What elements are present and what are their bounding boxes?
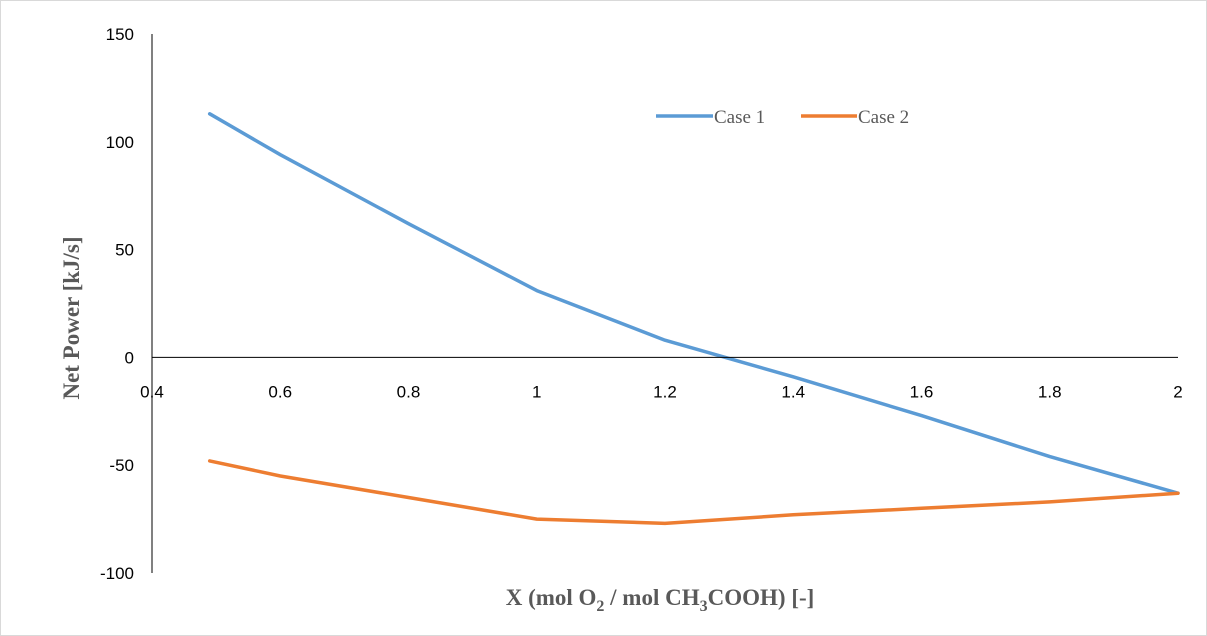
legend-label-case-1: Case 1: [714, 107, 765, 128]
x-tick-label: 1: [532, 382, 541, 401]
x-tick-label: 1.8: [1038, 382, 1062, 401]
y-tick-label: 100: [106, 133, 134, 152]
x-tick-label: 2: [1173, 382, 1182, 401]
x-axis-title: X (mol O2 / mol CH3COOH) [-]: [506, 585, 815, 615]
x-tick-label: 0.6: [268, 382, 292, 401]
x-tick-label: 0.4: [140, 382, 164, 401]
y-tick-label: 50: [115, 241, 134, 260]
y-tick-label: -100: [100, 564, 134, 583]
x-tick-label: 1.6: [910, 382, 934, 401]
y-axis-title: Net Power [kJ/s]: [59, 236, 84, 399]
x-tick-label: 0.8: [397, 382, 421, 401]
series-line-case-2: [207, 459, 1180, 526]
y-tick-label: -50: [109, 456, 134, 475]
series-line-case-1: [207, 112, 1180, 495]
y-tick-label: 0: [125, 348, 134, 367]
legend-label-case-2: Case 2: [858, 107, 909, 128]
legend: Case 1 Case 2: [656, 107, 909, 128]
y-tick-label: 150: [106, 25, 134, 44]
x-tick-label: 1.4: [781, 382, 805, 401]
x-tick-label: 1.2: [653, 382, 677, 401]
